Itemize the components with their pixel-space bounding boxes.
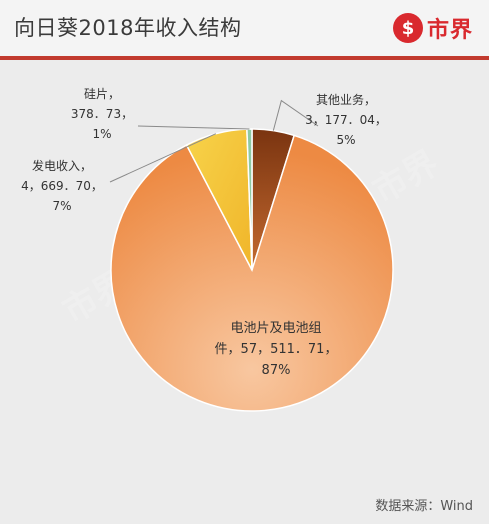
pie-chart: 其他业务， 3，177．04， 5% 电池片及电池组 件，57，511．71， … [21, 87, 394, 412]
label-other-value: 3，177．04， [305, 113, 387, 127]
brand-logo-icon: $ [392, 13, 423, 43]
label-power-percent: 7% [52, 199, 71, 213]
pie-slice-2 [110, 134, 394, 412]
leader-line-power [109, 133, 217, 183]
header: 向日葵2018年收入结构 $ 市界 [0, 0, 489, 56]
label-other-percent: 5% [336, 133, 355, 147]
source-note: 数据来源：Wind [375, 499, 473, 514]
label-other-name: 其他业务， [316, 92, 376, 107]
label-wafer-percent: 1% [92, 127, 111, 141]
label-power-name: 发电收入， [32, 158, 92, 173]
label-wafer-value: 378．73， [71, 107, 133, 121]
label-cells-name: 电池片及电池组 [230, 321, 321, 336]
brand-logo: $ 市界 [392, 10, 473, 46]
label-wafer-name: 硅片， [84, 87, 120, 101]
leader-line-wafer [137, 125, 250, 130]
page-title: 向日葵2018年收入结构 [14, 16, 242, 40]
label-cells-percent: 87% [262, 363, 291, 378]
label-power-value: 4，669．70， [21, 179, 103, 193]
leader-line-other [272, 99, 319, 131]
header-divider [0, 56, 489, 60]
brand-name: 市界 [426, 18, 473, 43]
label-cells-value: 件，57，511．71， [215, 342, 338, 357]
